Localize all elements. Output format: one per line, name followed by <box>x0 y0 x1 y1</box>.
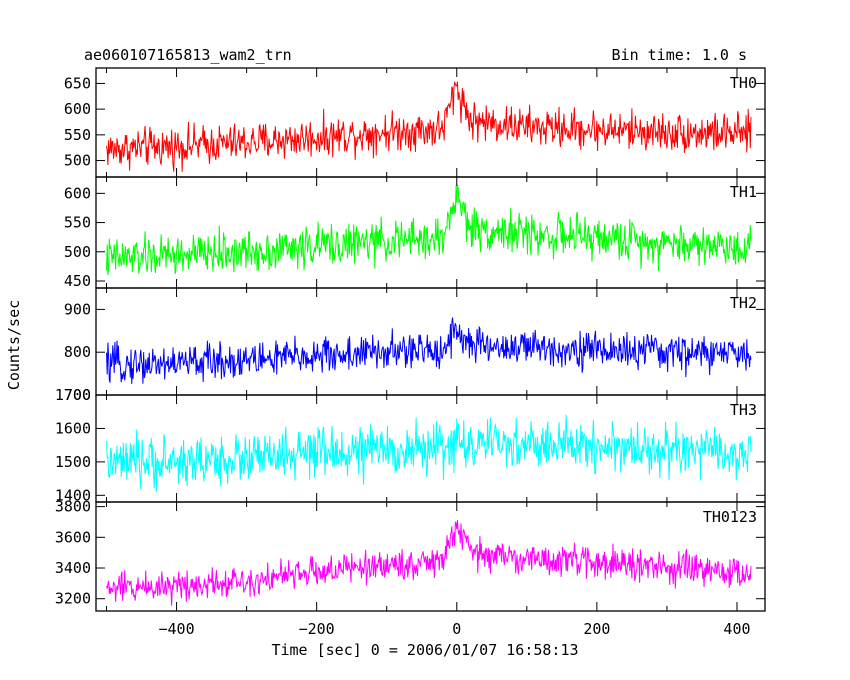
panels-group: 500 550 600 650 TH0 450 500 550 600 TH1 700 800 900 T… <box>55 67 766 638</box>
y-tick-label: 500 <box>64 152 91 170</box>
y-tick-label: 550 <box>64 126 91 144</box>
x-tick-label: 200 <box>583 620 610 638</box>
y-tick-label: 1700 <box>55 386 91 404</box>
panel-th1: 450 500 550 600 TH1 <box>64 176 766 290</box>
y-tick-label: 600 <box>64 100 91 118</box>
series-line-th0123 <box>106 520 752 606</box>
panel-label: TH2 <box>730 294 757 312</box>
y-tick-label: 450 <box>64 272 91 290</box>
bin-time-label: Bin time: 1.0 s <box>612 46 747 64</box>
y-tick-label: 3400 <box>55 559 91 577</box>
y-tick-label: 650 <box>64 74 91 92</box>
y-tick-label: 700 <box>64 386 91 404</box>
y-tick-label: 3800 <box>55 498 91 516</box>
panel-th0: 500 550 600 650 TH0 <box>64 67 766 178</box>
y-tick-label: 500 <box>64 243 91 261</box>
panel-th3: 1400 1500 1600 1700 TH3 <box>55 386 766 504</box>
x-axis: −400 −200 0 200 400 <box>158 620 750 638</box>
panel-label: TH0123 <box>703 508 757 526</box>
y-tick-label: 3600 <box>55 528 91 546</box>
y-tick-label: 800 <box>64 343 91 361</box>
y-tick-label: 1600 <box>55 419 91 437</box>
panel-th0123: 3200 3400 3600 3800 TH0123 <box>55 498 766 612</box>
y-tick-label: 1400 <box>55 486 91 504</box>
panel-label: TH1 <box>730 183 757 201</box>
series-line-th0 <box>106 80 752 172</box>
y-axis-label: Counts/sec <box>5 300 23 390</box>
y-tick-label: 550 <box>64 214 91 232</box>
panel-th2: 700 800 900 TH2 <box>64 287 766 404</box>
panel-label: TH0 <box>730 74 757 92</box>
series-line-th3 <box>106 414 752 493</box>
x-tick-label: 0 <box>452 620 461 638</box>
panel-frame <box>95 501 766 612</box>
x-axis-label: Time [sec] 0 = 2006/01/07 16:58:13 <box>271 641 578 659</box>
y-tick-label: 600 <box>64 184 91 202</box>
chart-title: ae060107165813_wam2_trn <box>84 46 292 64</box>
x-tick-label: −200 <box>299 620 335 638</box>
panel-label: TH3 <box>730 401 757 419</box>
y-tick-label: 1500 <box>55 453 91 471</box>
x-tick-label: −400 <box>158 620 194 638</box>
y-tick-label: 900 <box>64 300 91 318</box>
series-line-th1 <box>106 185 752 275</box>
series-line-th2 <box>106 317 752 384</box>
y-tick-label: 3200 <box>55 590 91 608</box>
x-tick-label: 400 <box>723 620 750 638</box>
